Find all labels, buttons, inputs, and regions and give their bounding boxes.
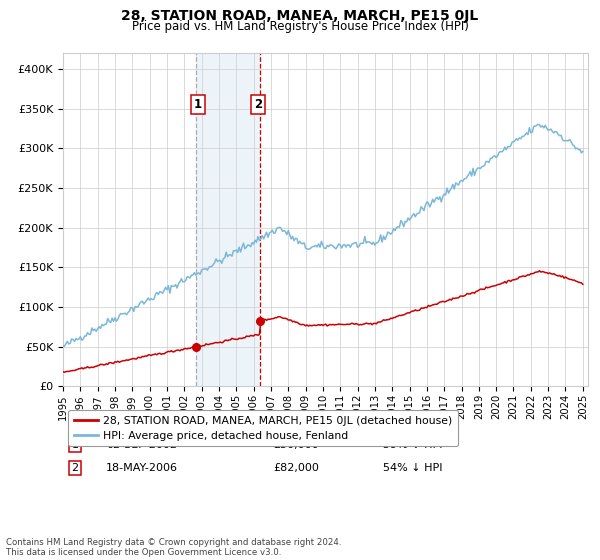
Text: 1: 1 (71, 440, 79, 450)
Legend: 28, STATION ROAD, MANEA, MARCH, PE15 0JL (detached house), HPI: Average price, d: 28, STATION ROAD, MANEA, MARCH, PE15 0JL… (68, 410, 458, 446)
Text: £82,000: £82,000 (273, 463, 319, 473)
Text: 54% ↓ HPI: 54% ↓ HPI (383, 463, 443, 473)
Text: £50,000: £50,000 (273, 440, 319, 450)
Text: 02-SEP-2002: 02-SEP-2002 (106, 440, 177, 450)
Text: 18-MAY-2006: 18-MAY-2006 (106, 463, 178, 473)
Text: 2: 2 (254, 98, 262, 111)
Text: Contains HM Land Registry data © Crown copyright and database right 2024.
This d: Contains HM Land Registry data © Crown c… (6, 538, 341, 557)
Text: Price paid vs. HM Land Registry's House Price Index (HPI): Price paid vs. HM Land Registry's House … (131, 20, 469, 32)
Text: 1: 1 (194, 98, 202, 111)
Text: 28, STATION ROAD, MANEA, MARCH, PE15 0JL: 28, STATION ROAD, MANEA, MARCH, PE15 0JL (121, 9, 479, 23)
Bar (196, 53, 260, 386)
Text: 2: 2 (71, 463, 79, 473)
Text: 59% ↓ HPI: 59% ↓ HPI (383, 440, 443, 450)
